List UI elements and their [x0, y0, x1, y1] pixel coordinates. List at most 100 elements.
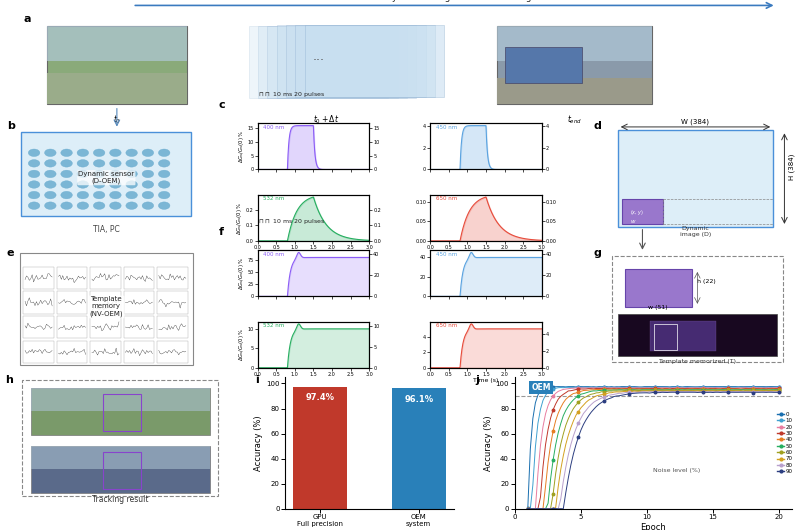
10: [764, 384, 774, 391]
0: [574, 383, 583, 390]
20: [584, 385, 594, 391]
0: [655, 383, 665, 390]
90: [675, 389, 685, 395]
80: [758, 388, 768, 395]
FancyBboxPatch shape: [157, 267, 188, 289]
90: [652, 390, 662, 396]
0: [756, 383, 766, 390]
90: [571, 441, 581, 448]
FancyBboxPatch shape: [123, 341, 154, 363]
FancyBboxPatch shape: [90, 316, 121, 339]
Text: W (384): W (384): [682, 118, 710, 125]
Circle shape: [45, 160, 56, 167]
FancyBboxPatch shape: [626, 269, 692, 307]
Text: w (51): w (51): [648, 305, 667, 310]
30: [523, 506, 533, 512]
Circle shape: [61, 181, 72, 188]
Circle shape: [77, 181, 89, 188]
40: [774, 386, 783, 392]
Circle shape: [94, 149, 105, 156]
FancyBboxPatch shape: [57, 316, 87, 339]
Circle shape: [110, 160, 121, 167]
FancyBboxPatch shape: [90, 267, 121, 289]
FancyBboxPatch shape: [22, 131, 191, 216]
Circle shape: [77, 149, 89, 156]
Circle shape: [77, 170, 89, 178]
FancyBboxPatch shape: [286, 25, 426, 98]
Bar: [293, 387, 347, 509]
60: [774, 387, 783, 394]
50: [523, 505, 533, 511]
Text: $(x, y)$: $(x, y)$: [630, 208, 643, 217]
70: [582, 399, 591, 405]
Line: 20: 20: [528, 388, 778, 509]
Circle shape: [110, 181, 121, 188]
Text: $t_0$: $t_0$: [113, 113, 121, 126]
30: [658, 386, 667, 392]
Circle shape: [28, 202, 40, 209]
Circle shape: [45, 202, 56, 209]
70: [764, 388, 774, 394]
FancyBboxPatch shape: [90, 292, 121, 314]
Text: H (384): H (384): [789, 154, 795, 180]
Text: TIA, PC: TIA, PC: [93, 225, 120, 234]
Text: Dynamic sensor
(D-OEM): Dynamic sensor (D-OEM): [78, 171, 134, 184]
Circle shape: [142, 160, 154, 167]
0: [764, 383, 774, 390]
30: [591, 385, 601, 392]
Circle shape: [110, 170, 121, 178]
20: [756, 385, 766, 391]
Circle shape: [126, 149, 138, 156]
Text: h: h: [6, 375, 14, 385]
Text: c: c: [218, 100, 226, 110]
70: [756, 388, 766, 394]
Y-axis label: Accuracy (%): Accuracy (%): [254, 415, 263, 471]
Y-axis label: $\Delta G_s/G_s(0)$ %: $\Delta G_s/G_s(0)$ %: [237, 328, 246, 361]
80: [678, 388, 687, 395]
Text: 97.4%: 97.4%: [306, 393, 334, 402]
10: [584, 384, 594, 391]
Circle shape: [77, 160, 89, 167]
50: [658, 387, 667, 393]
Circle shape: [28, 181, 40, 188]
60: [766, 387, 776, 394]
Circle shape: [142, 202, 154, 209]
Text: 400 nm: 400 nm: [263, 252, 285, 257]
0: [675, 384, 685, 390]
FancyBboxPatch shape: [90, 341, 121, 363]
X-axis label: Time (s): Time (s): [301, 251, 326, 257]
Text: i: i: [254, 375, 258, 385]
10: [774, 384, 783, 391]
Circle shape: [28, 160, 40, 167]
Legend: 0, 10, 20, 30, 40, 50, 60, 70, 80, 90: 0, 10, 20, 30, 40, 50, 60, 70, 80, 90: [775, 410, 794, 476]
20: [675, 385, 685, 391]
Line: 80: 80: [528, 392, 778, 509]
80: [774, 388, 783, 395]
Circle shape: [126, 191, 138, 199]
Text: 96.1%: 96.1%: [404, 395, 434, 404]
Line: 10: 10: [528, 387, 778, 509]
Y-axis label: Accuracy (%): Accuracy (%): [484, 415, 493, 471]
20: [576, 385, 586, 391]
0: [523, 505, 533, 511]
Text: Noise level (%): Noise level (%): [654, 468, 701, 473]
FancyBboxPatch shape: [47, 26, 186, 104]
80: [658, 388, 667, 395]
Circle shape: [126, 160, 138, 167]
40: [756, 386, 766, 392]
30: [584, 385, 594, 392]
80: [523, 506, 533, 512]
80: [640, 388, 650, 395]
Line: 50: 50: [528, 390, 778, 509]
20: [571, 385, 581, 391]
X-axis label: Time (s): Time (s): [474, 251, 498, 257]
40: [571, 390, 581, 396]
10: [756, 384, 766, 391]
Circle shape: [126, 202, 138, 209]
Circle shape: [94, 160, 105, 167]
Text: 532 nm: 532 nm: [263, 196, 285, 201]
Text: 650 nm: 650 nm: [436, 323, 457, 328]
FancyBboxPatch shape: [622, 199, 663, 224]
Circle shape: [61, 170, 72, 178]
FancyBboxPatch shape: [497, 26, 652, 104]
